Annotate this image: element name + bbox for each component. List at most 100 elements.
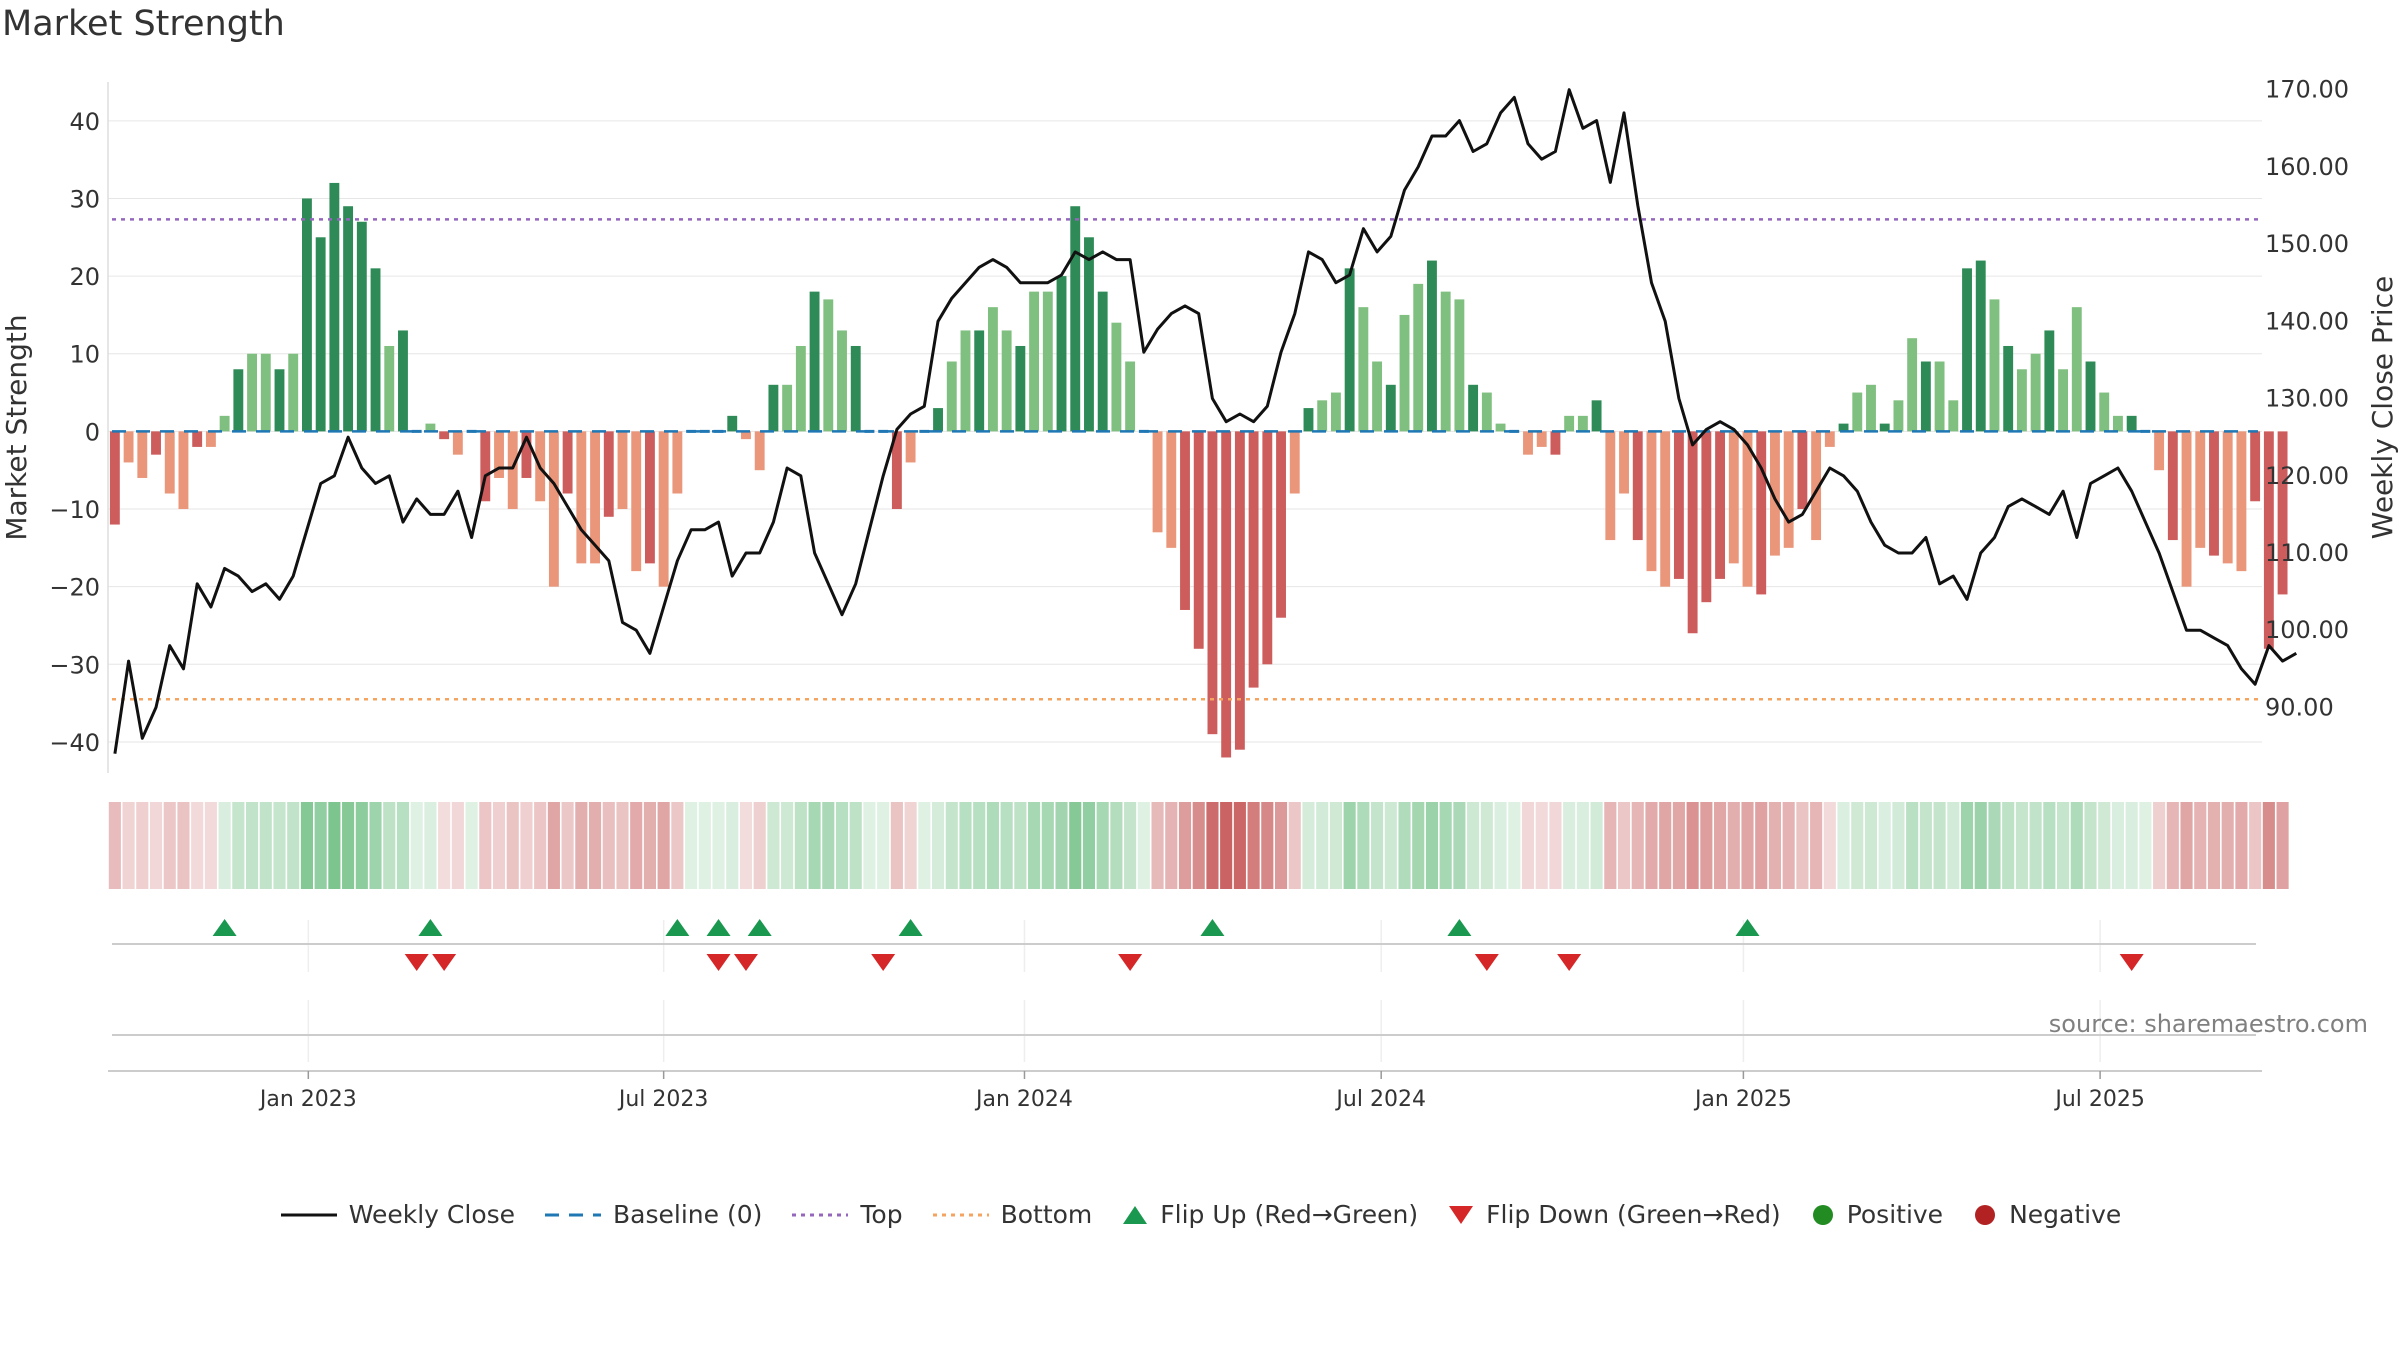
- heat-cell: [973, 802, 986, 889]
- heat-cell: [1947, 802, 1960, 889]
- heat-cell: [1137, 802, 1150, 889]
- strength-bar: [1303, 408, 1314, 432]
- legend-label-weekly-close: Weekly Close: [348, 1200, 516, 1229]
- strength-bar: [617, 431, 628, 510]
- x-tick-label: Jul 2025: [2053, 1087, 2145, 1112]
- red-dot-icon: [1975, 1204, 1996, 1225]
- heat-cell: [177, 802, 190, 889]
- flip-down-marker: [2119, 954, 2144, 971]
- y-tick-label-right: 170.00: [2265, 76, 2349, 104]
- axis-labels: 40 30 20 10 0 −10 −20 −30 −40 170.00 160.00 150.00 1…: [0, 76, 2399, 1112]
- heat-cell: [2262, 802, 2275, 889]
- y-tick-label-left: −40: [49, 729, 100, 757]
- y-axis-title-right: Weekly Close Price: [2366, 276, 2399, 539]
- strength-bar: [480, 431, 491, 502]
- heat-cell: [575, 802, 588, 889]
- heat-cell: [753, 802, 766, 889]
- heat-cell: [273, 802, 286, 889]
- heat-cell: [2002, 802, 2015, 889]
- heat-cell: [657, 802, 670, 889]
- heat-cell: [1124, 802, 1137, 889]
- legend-label-top: Top: [860, 1200, 903, 1229]
- heat-cell: [918, 802, 931, 889]
- strength-bar: [288, 353, 299, 432]
- strength-bar: [260, 353, 271, 432]
- heat-cell: [259, 802, 272, 889]
- flip-up-marker: [706, 919, 731, 936]
- heat-cell: [314, 802, 327, 889]
- heat-cell: [1686, 802, 1699, 889]
- triangle-up-icon: [1123, 1205, 1148, 1224]
- legend-item-weekly-close: Weekly Close: [279, 1200, 515, 1229]
- strength-bar: [247, 353, 257, 432]
- heat-cell: [835, 802, 849, 889]
- heat-cell: [1357, 802, 1370, 889]
- strength-bar: [1893, 400, 1904, 432]
- heat-cell: [492, 802, 506, 889]
- legend-item-positive: Positive: [1809, 1200, 1943, 1229]
- strength-bar: [2016, 369, 2027, 432]
- heat-cell: [1590, 802, 1603, 889]
- heat-cell: [1192, 802, 1205, 889]
- heat-cell: [465, 802, 478, 889]
- heat-cell: [1288, 802, 1301, 889]
- heat-cell: [1974, 802, 1987, 889]
- heat-cell: [1508, 802, 1521, 889]
- heat-cell: [931, 802, 945, 889]
- heat-cell: [1096, 802, 1109, 889]
- heat-cell: [1302, 802, 1315, 889]
- x-tick-label: Jan 2023: [258, 1087, 357, 1112]
- strength-bar: [1550, 431, 1561, 455]
- strength-bar: [2167, 431, 2178, 541]
- heat-cell: [671, 802, 684, 889]
- heat-cell: [767, 802, 780, 889]
- strength-bar: [1427, 260, 1437, 432]
- y-tick-label-left: 10: [69, 341, 100, 369]
- heat-cell: [1796, 802, 1809, 889]
- weekly-close-line: [113, 88, 2298, 754]
- strength-bar: [1193, 431, 1204, 649]
- y-tick-label-left: 0: [85, 418, 100, 446]
- heat-cell: [1919, 802, 1932, 889]
- strength-bar: [1811, 431, 1822, 541]
- heat-cell: [945, 802, 958, 889]
- x-tick-label: Jan 2025: [1693, 1087, 1792, 1112]
- flip-down-marker: [871, 954, 896, 971]
- heat-cell: [2057, 802, 2070, 889]
- strength-bar: [1756, 431, 1767, 595]
- strength-bar: [1001, 330, 1012, 432]
- strength-bar: [603, 431, 614, 517]
- heat-cell: [534, 802, 547, 889]
- strength-bar: [1591, 400, 1602, 432]
- strength-bar: [1097, 291, 1108, 432]
- heat-cell: [2194, 802, 2207, 889]
- heat-cell: [1494, 802, 1507, 889]
- heat-cell: [1960, 802, 1974, 889]
- heat-cell: [2125, 802, 2138, 889]
- heat-cell: [479, 802, 492, 889]
- heat-cell: [794, 802, 807, 889]
- strength-bar: [301, 198, 312, 432]
- strength-bar: [727, 415, 738, 432]
- heat-cell: [1274, 802, 1288, 889]
- strength-bar: [1879, 423, 1890, 432]
- strength-bar: [1838, 423, 1849, 432]
- y-tick-label-right: 90.00: [2265, 693, 2334, 721]
- heat-cell: [2029, 802, 2042, 889]
- flip-down-marker: [1557, 954, 1582, 971]
- strength-bar: [1317, 400, 1328, 432]
- y-tick-label-left: 20: [69, 263, 100, 291]
- reference-lines: [112, 218, 2258, 701]
- heat-cell: [1535, 802, 1548, 889]
- heat-cell: [2153, 802, 2166, 889]
- strength-bar: [960, 330, 971, 432]
- heat-cell: [1247, 802, 1260, 889]
- strength-bar: [1660, 431, 1671, 587]
- heat-cell: [1220, 802, 1233, 889]
- heat-cell: [369, 802, 382, 889]
- strength-bar: [1344, 268, 1355, 432]
- y-tick-label-right: 110.00: [2265, 539, 2349, 567]
- heat-cell: [1151, 802, 1164, 889]
- legend-item-flip-up: Flip Up (Red→Green): [1120, 1200, 1418, 1229]
- strength-bar: [1358, 307, 1369, 432]
